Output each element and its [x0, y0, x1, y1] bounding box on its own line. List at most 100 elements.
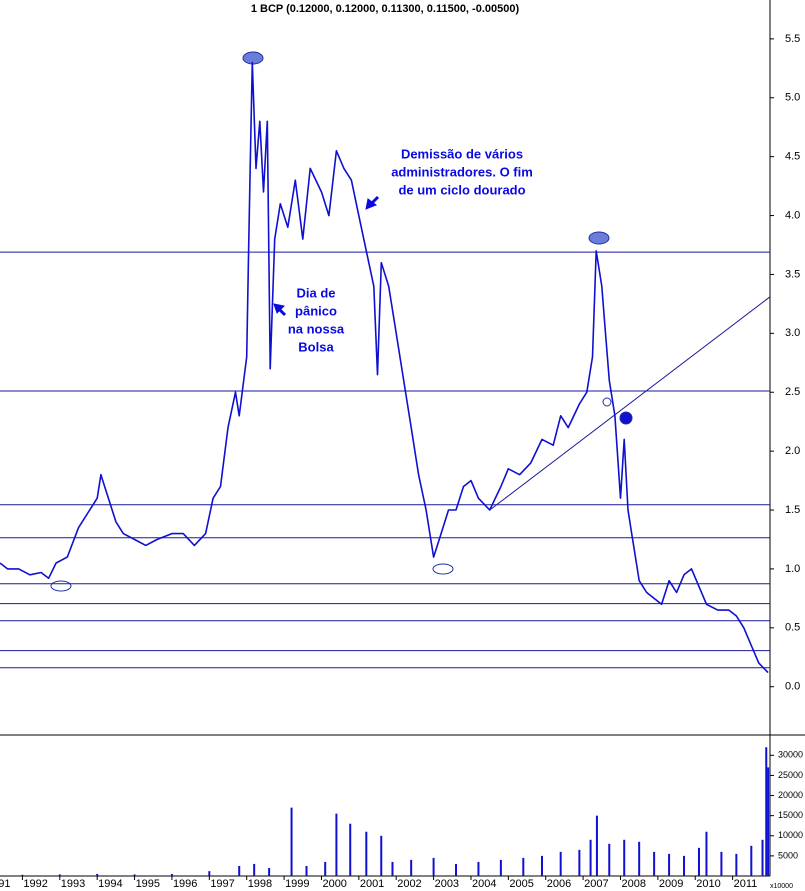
y-tick-label: 4.5 [785, 151, 800, 163]
arrow-head [365, 198, 378, 210]
volume-bar [720, 851, 723, 876]
volume-bar [668, 853, 671, 876]
x-tick-label: 2010 [696, 878, 720, 890]
x-tick-label: 2007 [584, 878, 608, 890]
y-tick-label: 5.5 [785, 33, 800, 45]
volume-bar [697, 847, 700, 876]
axes: 0.0 0.5 1.0 1.5 2.0 2.5 3.0 3.5 4.0 4.5 5.0 5.5 5000… [21, 33, 803, 880]
price-line [0, 61, 769, 674]
volume-bar [638, 841, 641, 876]
x-tick-label: 2011 [734, 878, 758, 890]
annotation: de um ciclo dourado [398, 182, 525, 197]
x-tick-label: 1991 [0, 878, 11, 890]
x-tick-label: 1997 [210, 878, 234, 890]
y2-tick-label: 15000 [778, 810, 803, 820]
volume-bar [705, 831, 708, 876]
volume-bar [324, 861, 327, 876]
volume-bar [750, 845, 753, 876]
y-tick-label: 1.5 [785, 504, 800, 516]
y2-tick-label: 25000 [778, 770, 803, 780]
x-tick-label: 2008 [621, 878, 645, 890]
volume-bar [432, 857, 435, 876]
volume-bar [253, 863, 256, 876]
trendline [489, 296, 770, 511]
x-axis-labels: 1991 1992 1993 1994 1995 1996 1997 1998 1999 2000… [0, 878, 757, 890]
x-tick-label: 1992 [23, 878, 47, 890]
arrows [273, 195, 380, 317]
skull-icon [602, 397, 612, 407]
y2-tick-label: 10000 [778, 830, 803, 840]
price-panel [0, 61, 770, 674]
x-tick-label: 2003 [435, 878, 459, 890]
volume-bar [499, 859, 502, 876]
annotation: na nossa [288, 321, 345, 336]
x-tick-label: 2006 [547, 878, 571, 890]
volume-bar [477, 861, 480, 876]
volume-bar [735, 853, 738, 876]
bull-icon [50, 580, 72, 592]
volume-bar [683, 855, 686, 876]
annotation: Demissão de vários [401, 146, 523, 161]
volume-unit: x10000 [770, 883, 793, 890]
y-tick-label: 0.0 [785, 681, 800, 693]
volume-bar [133, 874, 136, 876]
bull-icon [432, 563, 454, 575]
volume-bar [767, 767, 770, 876]
volume-bar [623, 839, 626, 876]
annotation: Dia de [296, 285, 335, 300]
y-tick-label: 0.5 [785, 622, 800, 634]
volume-bar [589, 839, 592, 876]
y-tick-label: 3.0 [785, 327, 800, 339]
volume-bar [578, 849, 581, 876]
y2-tick-label: 30000 [778, 750, 803, 760]
volume-bar [653, 851, 656, 876]
volume-bar [170, 873, 173, 876]
volume-bar [349, 823, 352, 876]
y-tick-label: 2.0 [785, 445, 800, 457]
volume-bar [455, 863, 458, 876]
annotation: administradores. O fim [391, 164, 533, 179]
annotation: pânico [295, 303, 337, 318]
arrow-head [273, 303, 286, 314]
y-tick-label: 3.5 [785, 268, 800, 280]
volume-bar [335, 813, 338, 876]
volume-bar [391, 861, 394, 876]
volume-bar [305, 865, 308, 876]
chart-title: 1 BCP (0.12000, 0.12000, 0.11300, 0.1150… [251, 3, 520, 15]
volume-bar [595, 815, 598, 876]
volume-bar [559, 851, 562, 876]
volume-bar [380, 835, 383, 876]
x-tick-label: 2000 [322, 878, 346, 890]
volume-bar [608, 843, 611, 876]
x-tick-label: 1998 [248, 878, 272, 890]
icons [50, 51, 633, 592]
y-tick-label: 5.0 [785, 92, 800, 104]
volume-bar [96, 873, 99, 876]
x-tick-label: 1993 [61, 878, 85, 890]
y2-tick-label: 20000 [778, 790, 803, 800]
x-tick-label: 1996 [173, 878, 197, 890]
x-tick-label: 1999 [285, 878, 309, 890]
y-tick-label: 1.0 [785, 563, 800, 575]
annotation: Bolsa [298, 339, 334, 354]
y-tick-label: 4.0 [785, 209, 800, 221]
bomb-icon [619, 411, 633, 425]
x-tick-label: 1995 [136, 878, 160, 890]
volume-bar [268, 867, 271, 876]
volume-bar [21, 874, 24, 876]
volume-bar [208, 871, 211, 876]
volume-bar [290, 807, 293, 876]
volume-bar [761, 839, 764, 876]
x-tick-label: 1994 [98, 878, 122, 890]
volume-bar [540, 855, 543, 876]
y-tick-label: 2.5 [785, 386, 800, 398]
y2-tick-label: 5000 [778, 850, 798, 860]
volume-bar [522, 857, 525, 876]
x-tick-label: 2002 [397, 878, 421, 890]
volume-bar [410, 859, 413, 876]
volume-panel [21, 747, 770, 876]
volume-bar [765, 747, 768, 876]
x-tick-label: 2009 [659, 878, 683, 890]
